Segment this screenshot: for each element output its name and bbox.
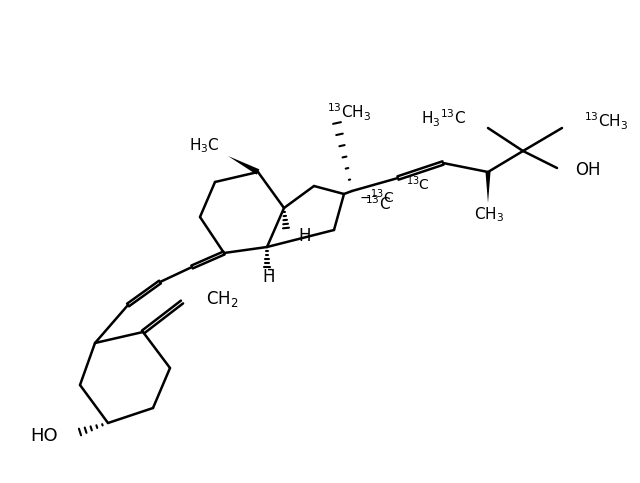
Text: $^{13}$CH$_3$: $^{13}$CH$_3$ — [584, 110, 628, 132]
Text: OH: OH — [575, 161, 600, 179]
Text: CH$_3$: CH$_3$ — [474, 206, 504, 224]
Polygon shape — [486, 172, 490, 203]
Text: H$_3$$^{13}$C: H$_3$$^{13}$C — [421, 107, 466, 128]
Text: H̄: H̄ — [263, 268, 275, 286]
Polygon shape — [228, 156, 259, 175]
Text: H$_3$C: H$_3$C — [189, 137, 220, 156]
Text: H: H — [298, 227, 310, 245]
Text: $^{13}$C: $^{13}$C — [406, 175, 430, 193]
Text: CH$_2$: CH$_2$ — [206, 289, 239, 309]
Text: $^{13}$C: $^{13}$C — [365, 195, 391, 213]
Text: HO: HO — [30, 427, 58, 445]
Text: $^{13}$CH$_3$: $^{13}$CH$_3$ — [327, 101, 371, 123]
Text: −$^{13}$C: −$^{13}$C — [359, 188, 395, 206]
